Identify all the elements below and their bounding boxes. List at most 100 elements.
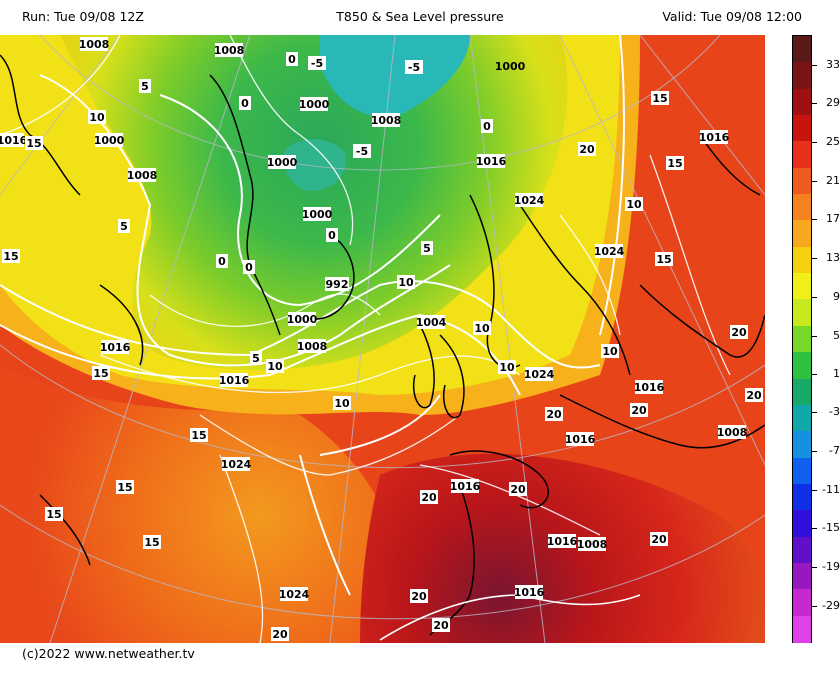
temp-label: 15: [3, 250, 18, 263]
colorbar-label: 13: [826, 251, 840, 264]
coastlines: [0, 54, 765, 636]
temp-label: 20: [272, 628, 288, 641]
colorbar-label: 29: [826, 96, 840, 109]
temp-label: 15: [93, 367, 108, 380]
colorbar-tick: [812, 528, 817, 529]
temp-label: 10: [602, 345, 618, 358]
pressure-label: 1000: [302, 208, 333, 221]
cold-core-small: [283, 139, 346, 191]
temp-label: 0: [288, 53, 296, 66]
pressure-label: 1000: [267, 156, 298, 169]
pressure-label: 1008: [79, 38, 110, 51]
temp-label: 5: [141, 80, 149, 93]
pressure-label: 1016: [450, 480, 481, 493]
colorbar-segment: [793, 404, 811, 432]
temp-label: 0: [483, 120, 491, 133]
colorbar-tick: [812, 606, 817, 607]
colorbar-tick: [812, 412, 817, 413]
temp-label: 5: [423, 242, 431, 255]
pressure-label: 992: [326, 278, 349, 291]
temp-label: 10: [499, 361, 515, 374]
colorbar-tick: [812, 65, 817, 66]
pressure-label: 1000: [495, 60, 526, 73]
temp-label: 15: [144, 536, 159, 549]
pressure-label: 1004: [416, 316, 447, 329]
colorbar-segment: [793, 36, 811, 63]
chart-title: T850 & Sea Level pressure: [336, 9, 504, 24]
pressure-label: 1024: [221, 458, 252, 471]
colorbar-segment: [793, 62, 811, 90]
pressure-label: 1008: [577, 538, 608, 551]
colorbar-segment: [793, 589, 811, 617]
temp-label: 0: [245, 261, 253, 274]
temp-label: 15: [656, 253, 671, 266]
temp-label: 15: [46, 508, 61, 521]
colorbar-segment: [793, 88, 811, 116]
colorbar-tick: [812, 142, 817, 143]
temp-label: 20: [546, 408, 562, 421]
temp-label: 0: [241, 97, 249, 110]
valid-time-label: Valid: Tue 09/08 12:00: [662, 9, 802, 24]
pressure-label: 1024: [279, 588, 310, 601]
temp-label: 10: [334, 397, 350, 410]
colorbar-label: 33: [826, 58, 840, 71]
colorbar-label: 25: [826, 135, 840, 148]
pressure-label: 1008: [127, 169, 158, 182]
colorbar-segment: [793, 510, 811, 538]
colorbar-segment: [793, 194, 811, 222]
cold-core: [320, 35, 470, 117]
temp-label: 15: [117, 481, 132, 494]
colorbar-segment: [793, 378, 811, 406]
temp-label: 20: [421, 491, 437, 504]
colorbar-tick: [812, 258, 817, 259]
colorbar-segment: [793, 246, 811, 274]
pressure-label: 1016: [219, 374, 250, 387]
colorbar-label: -3: [829, 405, 840, 418]
pressure-label: 1016: [634, 381, 665, 394]
pressure-labels: 1008 1008 1000 1000 1008 1008 1000 1000 …: [0, 37, 747, 601]
colorbar-tick: [812, 451, 817, 452]
pressure-label: 1016: [100, 341, 131, 354]
pressure-label: 1000: [94, 134, 125, 147]
temp-label: 20: [651, 533, 667, 546]
temp-label: -5: [356, 145, 368, 158]
temp-label: 10: [89, 111, 105, 124]
colorbar-segment: [793, 273, 811, 301]
colorbar-label: 5: [833, 329, 840, 342]
colorbar-segment: [793, 483, 811, 511]
pressure-label: 1016: [0, 134, 28, 147]
pressure-label: 1016: [547, 535, 578, 548]
colorbar-label: -15: [822, 521, 840, 534]
run-label: Run: Tue 09/08 12Z: [22, 9, 144, 24]
cold-pool: [60, 35, 568, 370]
pressure-label: 1008: [717, 426, 748, 439]
pressure-label: 1016: [476, 155, 507, 168]
temp-label: -5: [408, 61, 420, 74]
temp-label: 15: [652, 92, 667, 105]
pressure-label: 1016: [565, 433, 596, 446]
isotherms: [0, 35, 625, 596]
colorbar-label: -7: [829, 444, 840, 457]
colorbar-segment: [793, 562, 811, 590]
temp-label: 10: [474, 322, 490, 335]
pressure-label: 1008: [214, 44, 245, 57]
temp-label: 5: [252, 352, 260, 365]
temp-label: 20: [510, 483, 526, 496]
colorbar-segment: [793, 431, 811, 459]
colorbar-segment: [793, 299, 811, 327]
temp-label: 20: [433, 619, 449, 632]
colorbar-tick: [812, 567, 817, 568]
colorbar-tick: [812, 181, 817, 182]
colorbar-segment: [793, 167, 811, 195]
isobars: [0, 35, 731, 643]
temp-label: 20: [411, 590, 427, 603]
temp-label: 10: [267, 360, 283, 373]
temperature-colorbar: [792, 35, 812, 643]
hot-region: [360, 453, 765, 643]
temp-label: 20: [746, 389, 762, 402]
colorbar-tick: [812, 490, 817, 491]
graticule: [0, 35, 765, 643]
colorbar-segment: [793, 141, 811, 169]
pressure-label: 1000: [287, 313, 318, 326]
warm-plume: [0, 365, 404, 643]
